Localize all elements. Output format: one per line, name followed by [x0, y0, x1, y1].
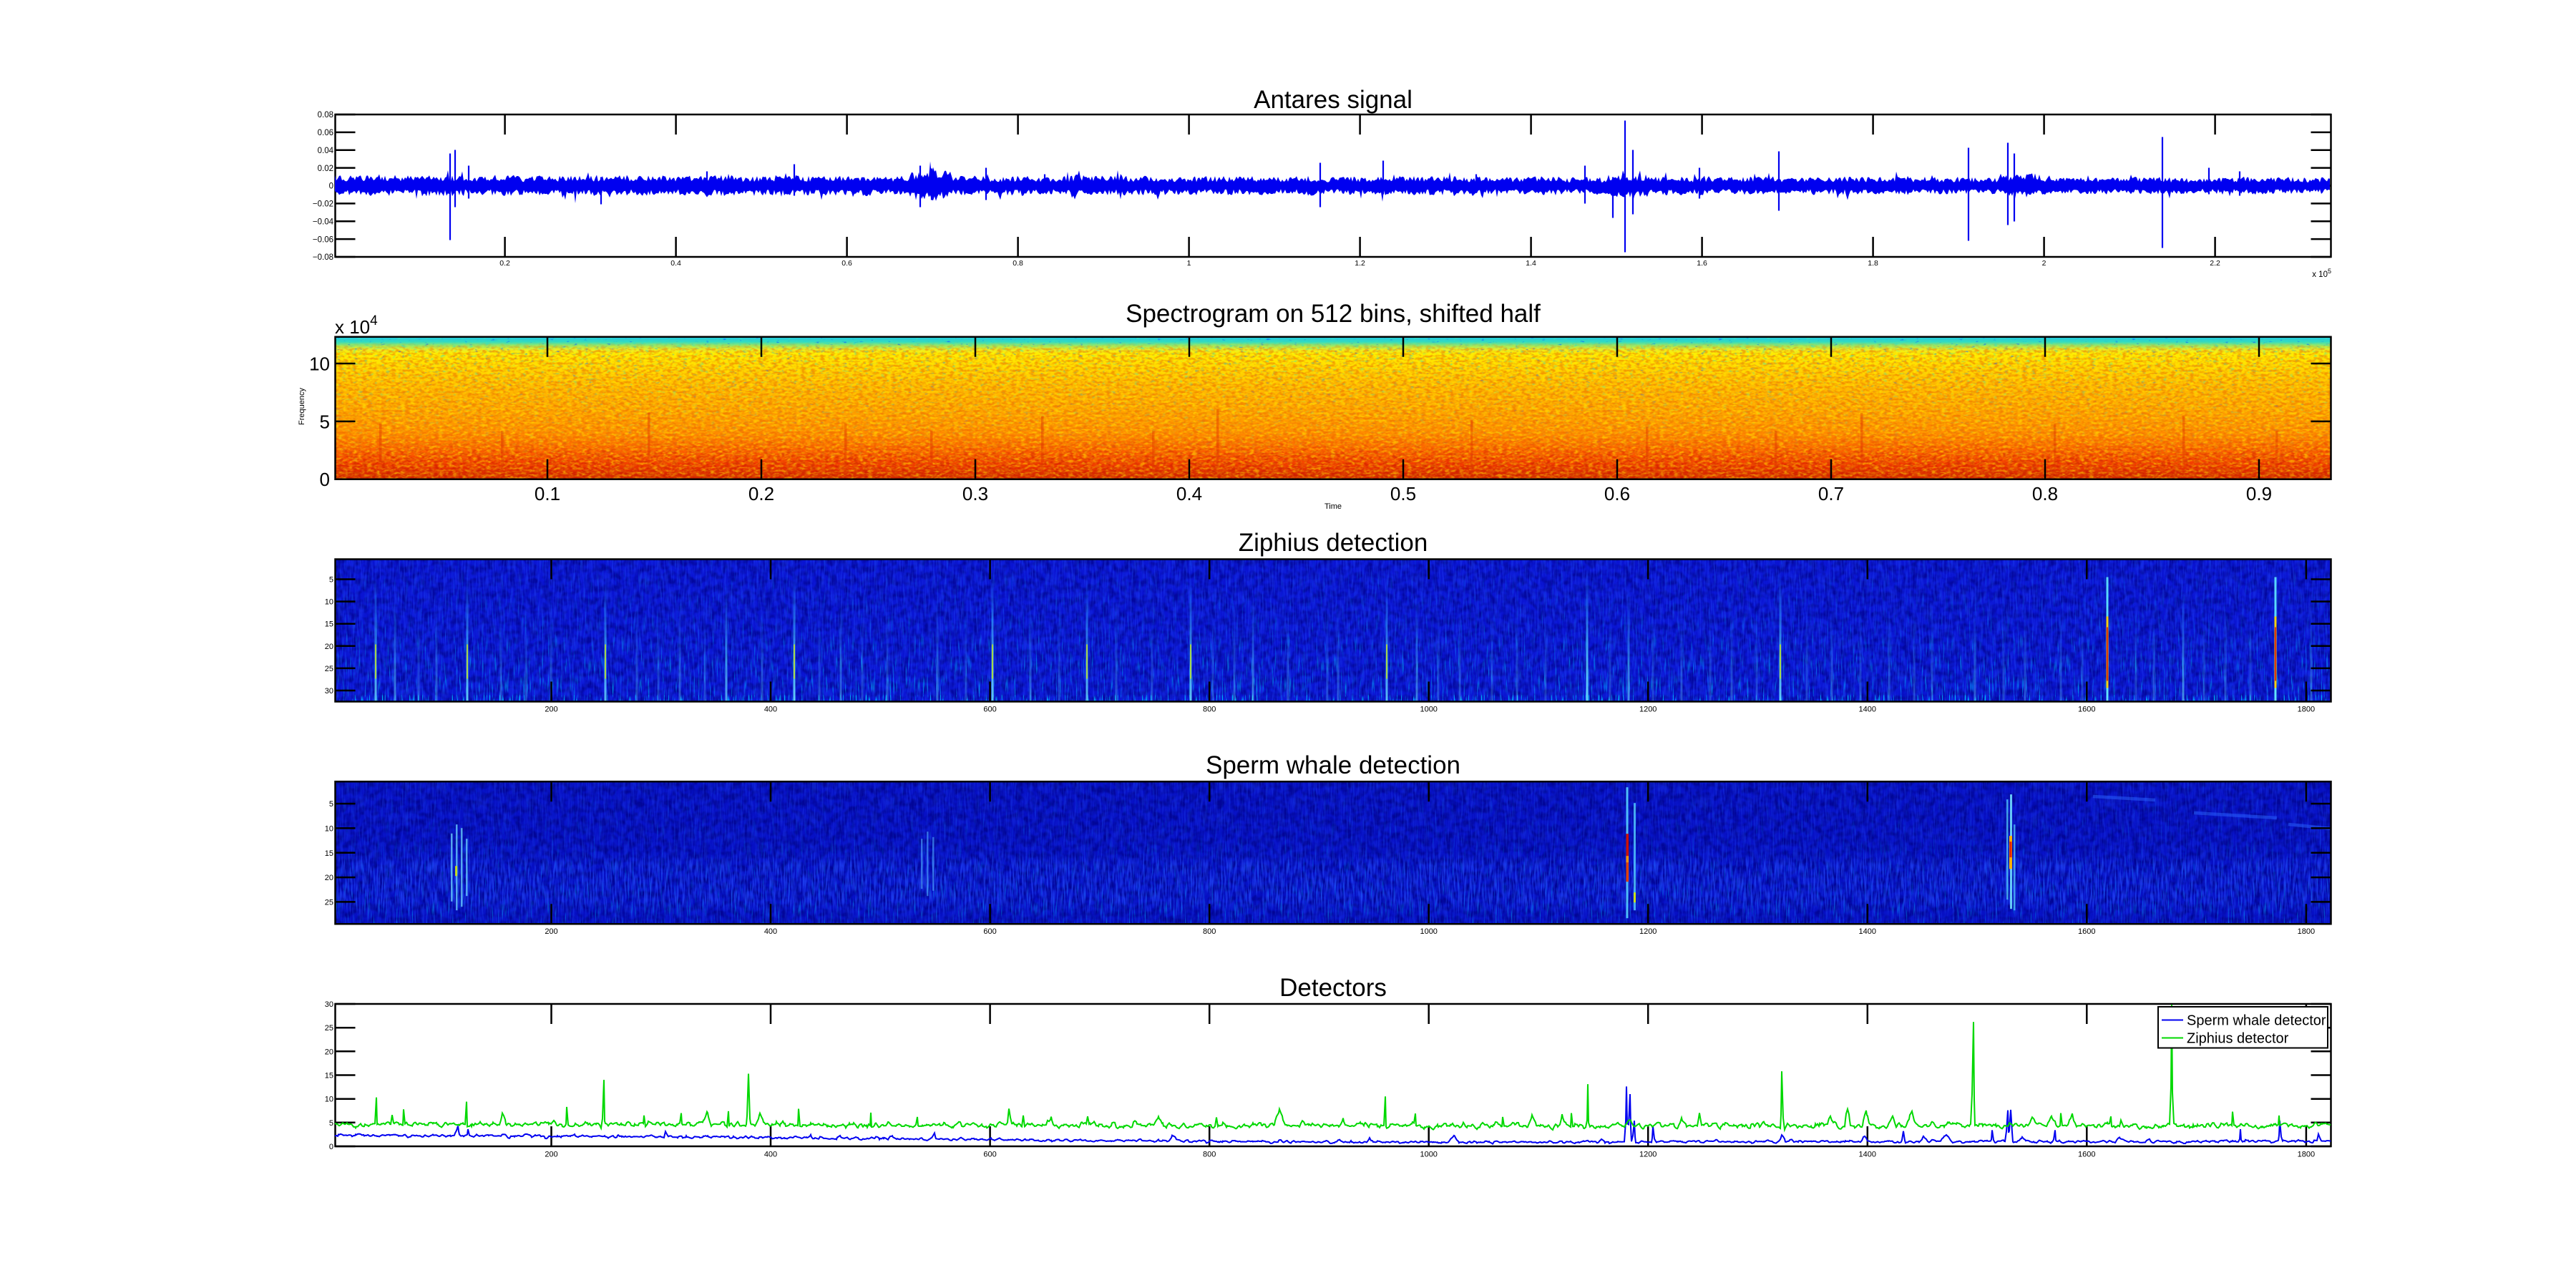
svg-text:400: 400 — [764, 927, 777, 936]
svg-text:0.4: 0.4 — [1176, 483, 1202, 504]
svg-text:400: 400 — [764, 706, 777, 714]
svg-text:25: 25 — [325, 1024, 333, 1033]
svg-text:1600: 1600 — [2078, 927, 2095, 936]
svg-text:Sperm whale detector: Sperm whale detector — [2187, 1013, 2326, 1029]
svg-text:−0.08: −0.08 — [313, 253, 333, 262]
svg-text:1600: 1600 — [2078, 1151, 2095, 1159]
svg-text:30: 30 — [325, 687, 333, 696]
svg-text:Detectors: Detectors — [1279, 974, 1387, 1002]
svg-text:1800: 1800 — [2298, 1151, 2315, 1159]
svg-text:800: 800 — [1203, 927, 1216, 936]
svg-text:Sperm whale detection: Sperm whale detection — [1206, 751, 1460, 779]
svg-text:0.02: 0.02 — [318, 165, 333, 173]
svg-text:600: 600 — [983, 927, 996, 936]
svg-text:0.8: 0.8 — [2032, 483, 2058, 504]
svg-text:25: 25 — [325, 898, 333, 907]
svg-text:200: 200 — [545, 706, 557, 714]
svg-text:15: 15 — [325, 620, 333, 629]
svg-text:2.2: 2.2 — [2210, 259, 2220, 268]
svg-text:5: 5 — [320, 411, 330, 432]
svg-text:1000: 1000 — [1420, 706, 1437, 714]
svg-text:800: 800 — [1203, 706, 1216, 714]
svg-text:10: 10 — [309, 353, 330, 375]
svg-text:Ziphius detector: Ziphius detector — [2187, 1031, 2289, 1047]
svg-text:2: 2 — [2042, 259, 2046, 268]
svg-text:Ziphius detection: Ziphius detection — [1239, 529, 1428, 557]
svg-text:1400: 1400 — [1859, 927, 1876, 936]
svg-text:1.2: 1.2 — [1355, 259, 1365, 268]
svg-text:25: 25 — [325, 665, 333, 673]
svg-text:1400: 1400 — [1859, 706, 1876, 714]
svg-text:400: 400 — [764, 1151, 777, 1159]
svg-text:0.6: 0.6 — [841, 259, 852, 268]
svg-text:5: 5 — [329, 576, 333, 585]
svg-text:800: 800 — [1203, 1151, 1216, 1159]
svg-text:20: 20 — [325, 874, 333, 882]
svg-text:0.4: 0.4 — [670, 259, 681, 268]
svg-text:0.06: 0.06 — [318, 129, 333, 137]
svg-text:Time: Time — [1324, 502, 1342, 511]
svg-text:0.2: 0.2 — [499, 259, 510, 268]
svg-text:10: 10 — [325, 598, 333, 607]
svg-text:10: 10 — [325, 1096, 333, 1104]
svg-text:0.9: 0.9 — [2246, 483, 2272, 504]
svg-text:1600: 1600 — [2078, 706, 2095, 714]
svg-text:600: 600 — [983, 706, 996, 714]
svg-text:200: 200 — [545, 1151, 557, 1159]
svg-text:10: 10 — [325, 824, 333, 833]
svg-text:1.6: 1.6 — [1697, 259, 1707, 268]
svg-text:15: 15 — [325, 1072, 333, 1080]
svg-text:0.1: 0.1 — [535, 483, 560, 504]
svg-text:1800: 1800 — [2298, 927, 2315, 936]
svg-text:0.2: 0.2 — [748, 483, 774, 504]
svg-text:−0.02: −0.02 — [313, 200, 333, 209]
svg-text:0.5: 0.5 — [1390, 483, 1416, 504]
svg-text:20: 20 — [325, 1048, 333, 1056]
svg-text:0: 0 — [329, 1143, 333, 1151]
svg-text:1000: 1000 — [1420, 1151, 1437, 1159]
svg-text:1200: 1200 — [1639, 927, 1657, 936]
svg-text:200: 200 — [545, 927, 557, 936]
svg-text:1800: 1800 — [2298, 706, 2315, 714]
svg-text:Frequency: Frequency — [298, 388, 306, 425]
svg-text:1: 1 — [1187, 259, 1191, 268]
svg-text:1000: 1000 — [1420, 927, 1437, 936]
svg-text:Antares signal: Antares signal — [1254, 86, 1413, 114]
svg-text:0.08: 0.08 — [318, 111, 333, 119]
svg-text:0.04: 0.04 — [318, 147, 334, 155]
svg-text:1200: 1200 — [1639, 1151, 1657, 1159]
svg-text:0: 0 — [320, 469, 330, 490]
svg-text:5: 5 — [329, 1119, 333, 1128]
svg-text:−0.06: −0.06 — [313, 235, 333, 244]
svg-text:0.3: 0.3 — [962, 483, 988, 504]
svg-text:1400: 1400 — [1859, 1151, 1876, 1159]
svg-text:−0.04: −0.04 — [313, 218, 334, 226]
svg-text:30: 30 — [325, 1000, 333, 1009]
svg-text:0.7: 0.7 — [1818, 483, 1844, 504]
svg-text:20: 20 — [325, 643, 333, 651]
svg-text:1.8: 1.8 — [1868, 259, 1878, 268]
svg-text:5: 5 — [329, 800, 333, 809]
svg-text:0.8: 0.8 — [1013, 259, 1023, 268]
svg-text:0.6: 0.6 — [1604, 483, 1630, 504]
svg-text:1.4: 1.4 — [1526, 259, 1536, 268]
svg-text:1200: 1200 — [1639, 706, 1657, 714]
svg-text:Spectrogram on 512 bins, shift: Spectrogram on 512 bins, shifted half — [1126, 300, 1541, 328]
svg-text:600: 600 — [983, 1151, 996, 1159]
svg-text:15: 15 — [325, 849, 333, 858]
svg-text:0: 0 — [329, 182, 333, 191]
svg-text:x 105: x 105 — [2312, 268, 2331, 279]
svg-text:x 104: x 104 — [335, 313, 378, 338]
